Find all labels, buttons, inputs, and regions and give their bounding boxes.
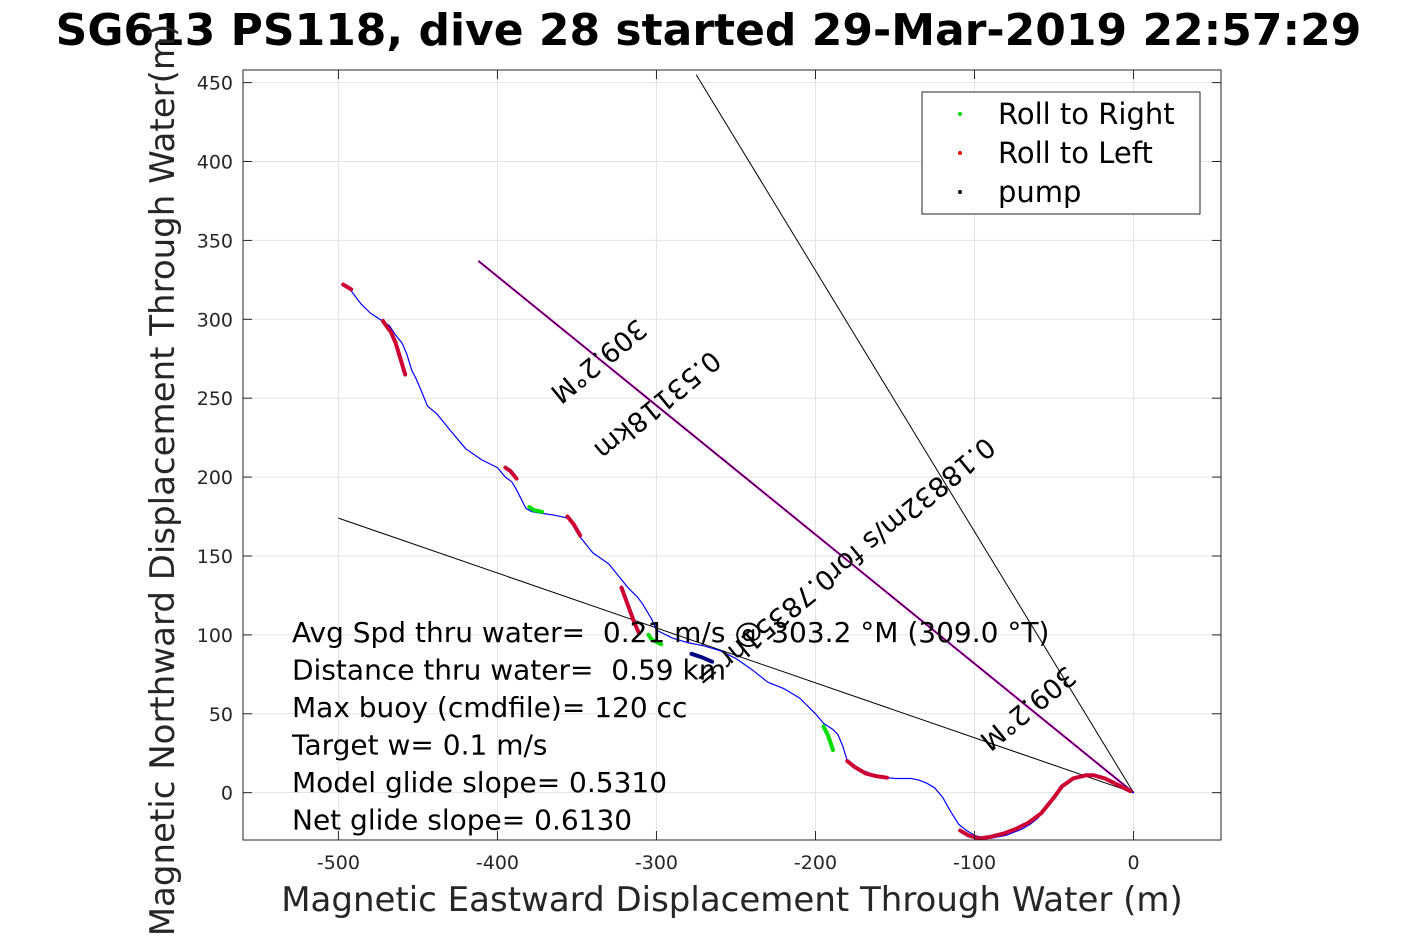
- rotated-label-3: 309.2°M: [974, 660, 1082, 756]
- legend-marker: [958, 112, 962, 116]
- annotations: Avg Spd thru water= 0.21 m/s @ 303.2 °M …: [291, 616, 1049, 837]
- series-roll-to-left: [503, 465, 519, 481]
- x-tick-label: -400: [476, 852, 519, 874]
- series-roll-to-right: [821, 724, 835, 753]
- y-tick-label: 450: [197, 73, 233, 95]
- x-tick-label: -500: [317, 852, 360, 874]
- y-tick-label: 150: [197, 546, 233, 568]
- annotation-line-5: Net glide slope= 0.6130: [292, 804, 632, 837]
- series-roll-to-left: [1052, 773, 1133, 800]
- series-roll-to-left: [341, 282, 354, 292]
- x-tick-label: -300: [635, 852, 678, 874]
- x-tick-label: 0: [1127, 852, 1139, 874]
- legend: Roll to Right Roll to Left pump: [921, 91, 1201, 215]
- series-roll-to-right: [646, 632, 664, 647]
- y-axis-label: Magnetic Northward Displacement Through …: [143, 23, 183, 937]
- y-tick-label: 50: [209, 704, 233, 726]
- y-tick-label: 350: [197, 230, 233, 252]
- y-tick-label: 0: [221, 783, 233, 805]
- series-roll-to-left: [958, 795, 1057, 841]
- series-roll-to-right: [527, 505, 544, 514]
- legend-marker: [958, 151, 962, 155]
- x-tick-label: -100: [953, 852, 996, 874]
- heading-line-black: [478, 260, 1134, 794]
- legend-label: Roll to Left: [998, 136, 1153, 170]
- y-tick-label: 250: [197, 388, 233, 410]
- bound-line-lower: [338, 517, 1134, 794]
- annotation-line-0: Avg Spd thru water= 0.21 m/s @ 303.2 °M …: [292, 616, 1049, 649]
- axes: -500 -400 -300 -200 -100 0 0 50 100 150 200 250 300 3…: [197, 69, 1222, 874]
- grid: [243, 70, 1221, 840]
- bound-line-upper: [695, 74, 1134, 793]
- legend-box: [921, 91, 1201, 215]
- x-axis-label: Magnetic Eastward Displacement Through W…: [281, 880, 1183, 920]
- axes-box: [242, 69, 1222, 841]
- series-track: [342, 283, 1135, 840]
- annotation-line-4: Model glide slope= 0.5310: [292, 766, 667, 799]
- y-tick-label: 200: [197, 467, 233, 489]
- series-roll-to-left: [380, 318, 408, 377]
- series-pump: [689, 651, 715, 664]
- reference-lines: [338, 74, 1135, 794]
- series-layer: [341, 282, 1135, 841]
- series-roll-to-left: [845, 759, 890, 780]
- x-tick-label: -200: [794, 852, 837, 874]
- annotation-line-1: Distance thru water= 0.59 km: [292, 654, 726, 687]
- legend-label: Roll to Right: [998, 97, 1175, 131]
- annotation-line-2: Max buoy (cmdfile)= 120 cc: [292, 691, 687, 724]
- annotation-line-3: Target w= 0.1 m/s: [291, 729, 548, 762]
- y-tick-label: 100: [197, 625, 233, 647]
- chart-title: SG613 PS118, dive 28 started 29-Mar-2019…: [55, 5, 1362, 56]
- legend-marker: [958, 190, 962, 194]
- series-roll-to-left: [565, 514, 583, 538]
- legend-label: pump: [998, 175, 1081, 209]
- y-tick-label: 400: [197, 152, 233, 174]
- series-roll-to-left: [619, 585, 641, 636]
- y-tick-label: 300: [197, 309, 233, 331]
